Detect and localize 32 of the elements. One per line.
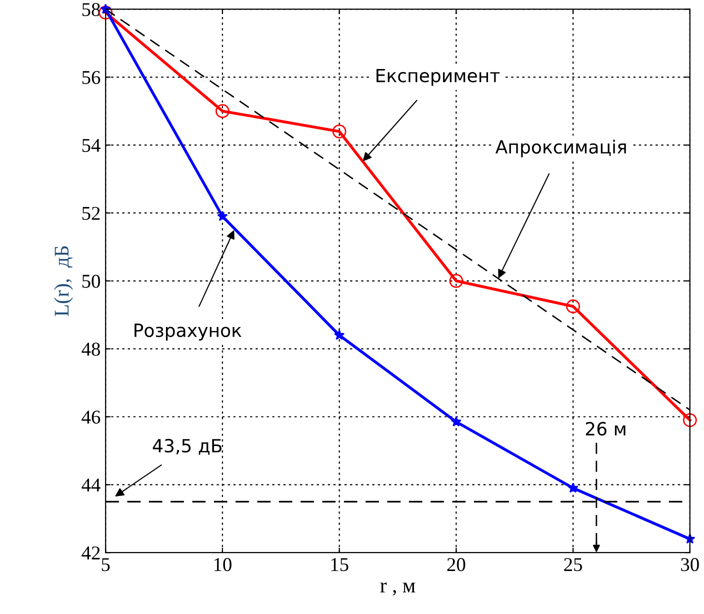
x-tick-label: 15 <box>331 558 348 572</box>
point <box>566 299 580 314</box>
y-tick-label: 50 <box>82 274 100 288</box>
y-axis-title: L(r), дБ <box>54 246 73 316</box>
point <box>450 416 462 426</box>
x-tick-label: 5 <box>102 558 110 572</box>
point <box>334 330 345 340</box>
point <box>682 413 697 428</box>
point <box>217 210 228 222</box>
y-tick-label: 44 <box>82 478 100 492</box>
point <box>98 6 113 20</box>
y-tick-label: 56 <box>82 71 100 84</box>
x-tick-label: 30 <box>681 558 699 572</box>
point <box>332 124 346 138</box>
x-tick-label: 25 <box>564 558 582 572</box>
x-tick-label: 20 <box>447 558 466 572</box>
y-tick-label: 46 <box>82 410 100 424</box>
x-tick-label: 10 <box>214 558 232 572</box>
y-tick-label: 58 <box>82 3 100 16</box>
annotation: Розрахунок <box>134 324 242 341</box>
y-tick-label: 42 <box>82 546 100 560</box>
ref-line-label: 26 м <box>586 422 626 436</box>
point <box>216 104 230 118</box>
y-tick-label: 48 <box>82 342 100 356</box>
x-axis-title: r , м <box>380 582 416 596</box>
point <box>449 274 464 288</box>
annotation: Експеримент <box>376 68 500 86</box>
annotation: Апроксимація <box>495 140 626 158</box>
y-tick-label: 54 <box>82 139 100 152</box>
point <box>568 482 578 493</box>
ref-line-label: 43,5 дБ <box>152 438 222 455</box>
y-tick-label: 52 <box>82 206 100 220</box>
